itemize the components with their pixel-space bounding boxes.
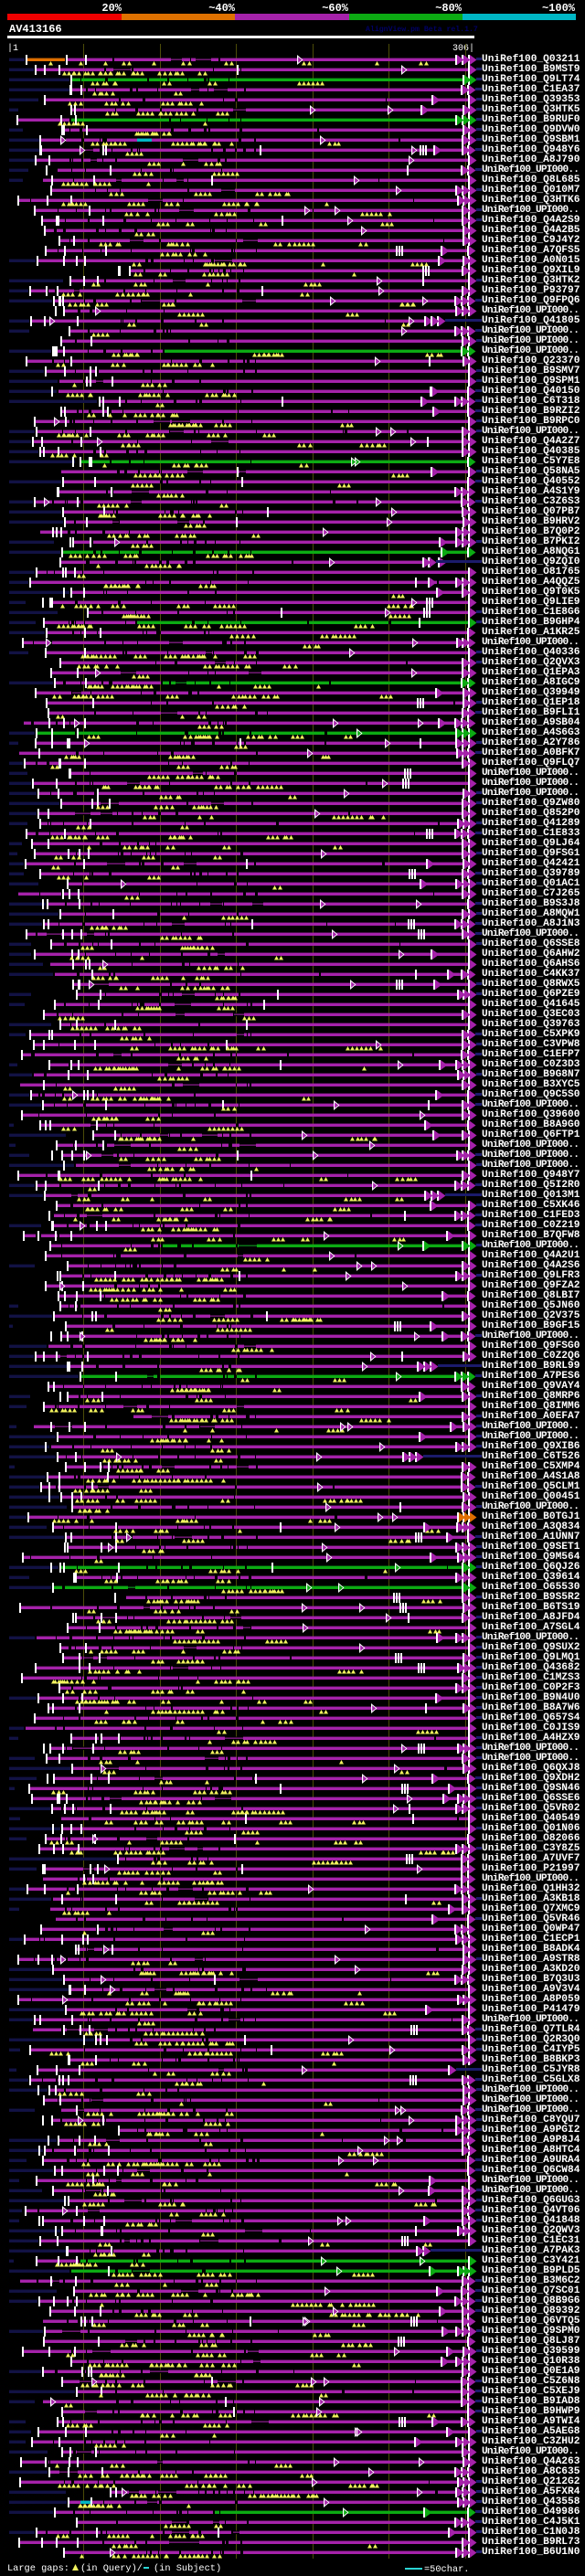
svg-text:~80%: ~80% <box>435 2 463 15</box>
svg-text:~40%: ~40% <box>208 2 236 15</box>
svg-text:306|: 306| <box>452 43 474 54</box>
svg-text:(in Subject): (in Subject) <box>154 2563 221 2574</box>
svg-text:AV413166: AV413166 <box>9 23 62 36</box>
svg-text:AlignView.pm Beta rel.1.7: AlignView.pm Beta rel.1.7 <box>366 25 478 34</box>
svg-text:=50char.: =50char. <box>424 2564 469 2575</box>
svg-text:20%: 20% <box>101 2 122 15</box>
svg-text:(in Query)/: (in Query)/ <box>80 2563 143 2574</box>
svg-text:~60%: ~60% <box>322 2 349 15</box>
svg-text:UniRef100_B6U1N0: UniRef100_B6U1N0 <box>482 2547 580 2558</box>
svg-text:Large gaps:: Large gaps: <box>7 2563 69 2574</box>
svg-text:|1: |1 <box>7 43 18 54</box>
svg-text:~100%: ~100% <box>542 2 576 15</box>
